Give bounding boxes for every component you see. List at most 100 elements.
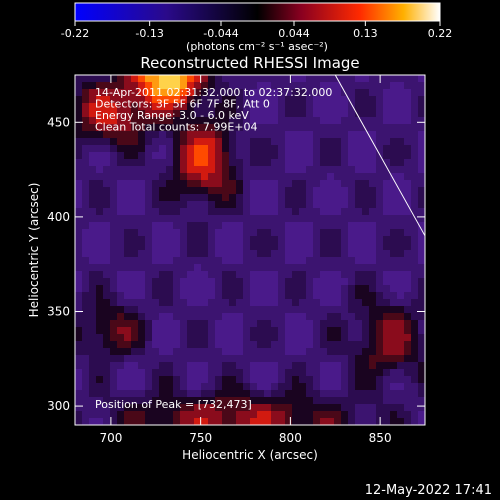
heatmap-cell (208, 264, 216, 272)
heatmap-cell (222, 236, 230, 244)
heatmap-cell (264, 124, 272, 132)
heatmap-cell (194, 292, 202, 300)
heatmap-cell (313, 82, 321, 90)
heatmap-cell (292, 82, 300, 90)
heatmap-cell (411, 327, 419, 335)
heatmap-cell (341, 173, 349, 181)
heatmap-cell (166, 229, 174, 237)
heatmap-cell (152, 173, 160, 181)
heatmap-cell (411, 355, 419, 363)
heatmap-cell (397, 131, 405, 139)
heatmap-cell (194, 201, 202, 209)
heatmap-cell (292, 103, 300, 111)
heatmap-cell (187, 285, 195, 293)
heatmap-cell (383, 180, 391, 188)
heatmap-cell (299, 306, 307, 314)
heatmap-cell (75, 145, 83, 153)
heatmap-cell (215, 369, 223, 377)
heatmap-cell (131, 145, 139, 153)
heatmap-cell (418, 166, 425, 174)
heatmap-cell (355, 152, 363, 160)
heatmap-cell (103, 145, 111, 153)
heatmap-cell (110, 89, 118, 97)
heatmap-cell (271, 96, 279, 104)
heatmap-cell (173, 131, 181, 139)
heatmap-cell (103, 229, 111, 237)
heatmap-cell (250, 334, 258, 342)
heatmap-cell (292, 110, 300, 118)
heatmap-cell (229, 411, 237, 419)
heatmap-cell (376, 208, 384, 216)
heatmap-cell (75, 194, 83, 202)
heatmap-cell (110, 334, 118, 342)
heatmap-cell (390, 159, 398, 167)
heatmap-cell (327, 194, 335, 202)
heatmap-cell (215, 159, 223, 167)
heatmap-cell (383, 369, 391, 377)
heatmap-cell (404, 159, 412, 167)
heatmap-cell (166, 243, 174, 251)
heatmap-cell (138, 96, 146, 104)
heatmap-cell (243, 208, 251, 216)
heatmap-cell (327, 313, 335, 321)
heatmap-cell (124, 355, 132, 363)
heatmap-cell (257, 278, 265, 286)
heatmap-cell (201, 173, 209, 181)
heatmap-cell (271, 82, 279, 90)
heatmap-cell (250, 145, 258, 153)
heatmap-cell (278, 96, 286, 104)
heatmap-cell (334, 257, 342, 265)
heatmap-cell (145, 278, 153, 286)
heatmap-cell (397, 404, 405, 412)
heatmap-cell (411, 117, 419, 125)
heatmap-cell (285, 82, 293, 90)
heatmap-cell (397, 145, 405, 153)
heatmap-cell (264, 348, 272, 356)
heatmap-cell (285, 145, 293, 153)
heatmap-cell (180, 138, 188, 146)
heatmap-cell (117, 131, 125, 139)
heatmap-cell (236, 236, 244, 244)
heatmap-cell (89, 180, 97, 188)
heatmap-cell (376, 145, 384, 153)
heatmap-cell (124, 341, 132, 349)
heatmap-cell (320, 208, 328, 216)
heatmap-cell (180, 355, 188, 363)
heatmap-cell (362, 117, 370, 125)
heatmap-cell (334, 194, 342, 202)
heatmap-cell (376, 264, 384, 272)
heatmap-cell (159, 243, 167, 251)
heatmap-cell (257, 152, 265, 160)
heatmap-cell (285, 103, 293, 111)
heatmap-cell (75, 180, 83, 188)
heatmap-cell (89, 348, 97, 356)
heatmap-cell (236, 299, 244, 307)
heatmap-cell (75, 159, 83, 167)
heatmap-cell (285, 166, 293, 174)
heatmap-cell (334, 159, 342, 167)
heatmap-cell (89, 75, 97, 83)
heatmap-cell (278, 138, 286, 146)
heatmap-cell (334, 348, 342, 356)
heatmap-cell (131, 82, 139, 90)
heatmap-cell (355, 96, 363, 104)
heatmap-cell (257, 103, 265, 111)
heatmap-cell (152, 194, 160, 202)
heatmap-cell (208, 362, 216, 370)
heatmap-cell (201, 362, 209, 370)
heatmap-cell (257, 418, 265, 425)
heatmap-cell (257, 208, 265, 216)
heatmap-cell (96, 411, 104, 419)
heatmap-cell (271, 124, 279, 132)
heatmap-cell (180, 229, 188, 237)
heatmap-cell (152, 306, 160, 314)
heatmap-cell (131, 166, 139, 174)
heatmap-cell (264, 236, 272, 244)
heatmap-cell (103, 390, 111, 398)
heatmap-cell (110, 75, 118, 83)
heatmap-cell (117, 201, 125, 209)
heatmap-cell (376, 103, 384, 111)
heatmap-cell (145, 110, 153, 118)
heatmap-cell (292, 166, 300, 174)
heatmap-cell (243, 96, 251, 104)
